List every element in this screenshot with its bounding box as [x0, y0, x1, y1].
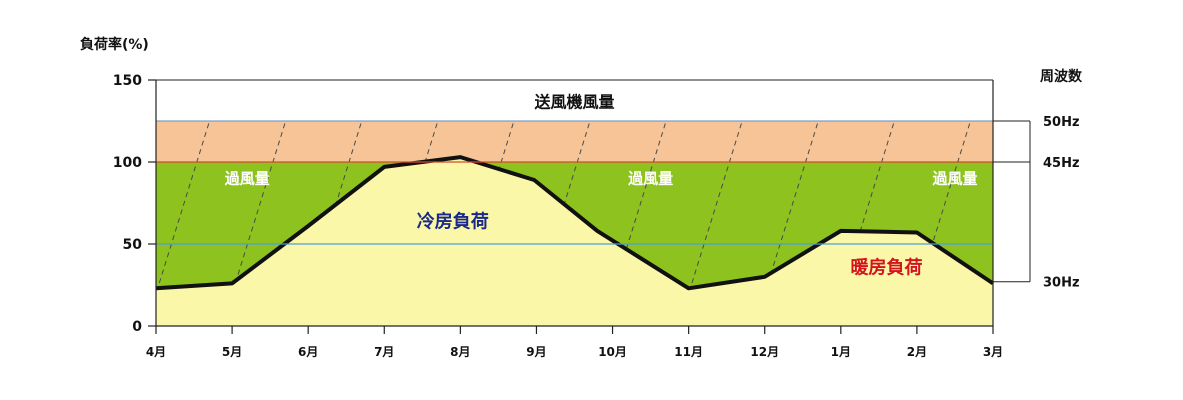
annotation-excess: 過風量	[931, 169, 977, 187]
x-tick-label: 12月	[750, 345, 779, 359]
hz-label: 30Hz	[1043, 276, 1080, 291]
x-tick-label: 5月	[222, 345, 242, 359]
annotation-excess: 過風量	[627, 169, 673, 187]
hz-label: 50Hz	[1043, 115, 1080, 130]
right-axis-title: 周波数	[1040, 68, 1083, 85]
band-1	[156, 121, 993, 162]
y-axis-title: 負荷率(%)	[80, 36, 149, 53]
hz-label: 45Hz	[1043, 156, 1080, 171]
y-tick-label: 50	[123, 237, 143, 253]
annotation-heat: 暖房負荷	[850, 257, 922, 279]
x-tick-label: 3月	[983, 345, 1003, 359]
hatch-line	[1059, 121, 1123, 326]
x-tick-label: 9月	[526, 345, 546, 359]
y-tick-label: 0	[132, 319, 142, 335]
x-tick-label: 8月	[450, 345, 470, 359]
load-area-fill	[156, 157, 993, 326]
x-tick-label: 11月	[674, 345, 703, 359]
y-tick-label: 100	[113, 155, 142, 171]
x-tick-label: 7月	[374, 345, 394, 359]
x-tick-label: 6月	[298, 345, 318, 359]
x-tick-label: 2月	[907, 345, 927, 359]
annotation-cool: 冷房負荷	[417, 211, 489, 233]
y-tick-label: 150	[113, 73, 142, 89]
airflow-band-label: 送風機風量	[533, 93, 614, 112]
x-tick-label: 1月	[831, 345, 851, 359]
band-0	[156, 80, 993, 121]
axes: 0 50 100 150 4月 5月 6月 7月 8月 9月 10月 11月 12月 1月 2月 3月 負荷率(…	[80, 36, 1083, 359]
annotation-excess: 過風量	[224, 169, 270, 187]
reference-lines	[156, 120, 993, 245]
load-area	[155, 155, 995, 326]
x-tick-label: 10月	[598, 345, 627, 359]
x-tick-label: 4月	[146, 345, 166, 359]
load-curve	[155, 155, 995, 291]
